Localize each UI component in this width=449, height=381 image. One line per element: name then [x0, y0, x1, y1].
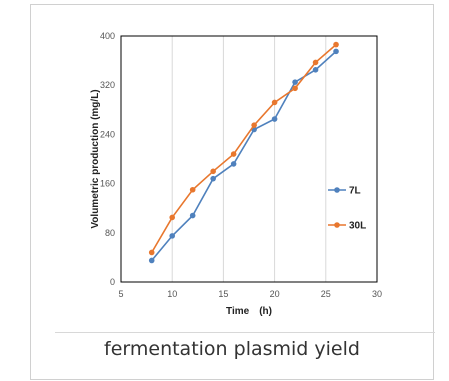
y-tick-label: 240 [100, 129, 115, 139]
data-point-30L [169, 214, 175, 221]
figure-frame [30, 4, 434, 380]
x-tick-label: 15 [218, 289, 228, 299]
y-axis-title: Volumetric production (mg/L) [90, 89, 101, 228]
legend-label-7L: 7L [349, 186, 361, 197]
data-point-7L [148, 257, 155, 264]
y-tick-label: 80 [105, 228, 115, 238]
x-tick-label: 20 [270, 289, 280, 299]
data-point-30L [189, 186, 196, 193]
x-tick-label: 5 [118, 289, 123, 299]
data-point-7L [169, 233, 175, 239]
plot-area [120, 35, 378, 283]
legend-marker-30L [334, 222, 340, 228]
data-point-30L [333, 41, 339, 48]
y-tick-label: 320 [100, 80, 115, 90]
data-point-7L [312, 67, 319, 73]
x-axis-title: Time (h) [226, 306, 272, 317]
legend-label-30L: 30L [349, 221, 366, 232]
x-tick-label: 10 [167, 289, 177, 299]
data-point-7L [271, 116, 278, 122]
data-point-7L [292, 79, 298, 85]
y-tick-label: 160 [100, 179, 115, 189]
data-point-7L [230, 161, 237, 167]
series-line-30L [151, 44, 337, 253]
data-point-7L [210, 175, 216, 182]
y-tick-label: 0 [110, 277, 115, 287]
data-point-30L [230, 151, 237, 157]
data-point-30L [210, 168, 216, 175]
data-point-30L [251, 122, 257, 128]
legend-marker-7L [334, 187, 340, 193]
data-point-7L [333, 48, 339, 55]
figure-caption: fermentation plasmid yield [104, 338, 360, 360]
x-tick-label: 25 [321, 289, 331, 299]
data-point-30L [271, 99, 278, 106]
x-tick-label: 30 [372, 289, 382, 299]
series-line-7L [151, 50, 337, 261]
data-point-30L [148, 249, 155, 256]
y-tick-label: 400 [100, 31, 115, 41]
data-point-7L [189, 212, 196, 219]
divider [55, 332, 435, 333]
data-point-30L [292, 85, 298, 92]
data-point-30L [312, 59, 319, 66]
